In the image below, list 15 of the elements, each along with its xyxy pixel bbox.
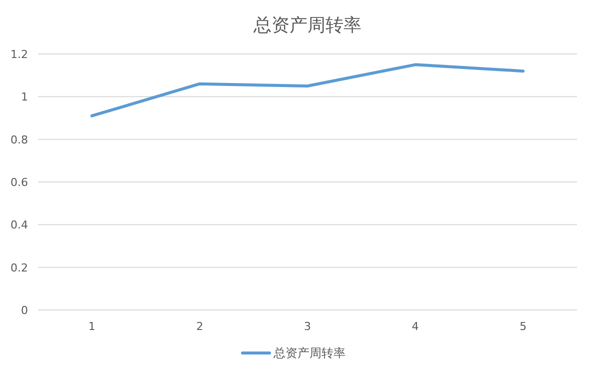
x-tick-label: 3	[304, 320, 311, 333]
x-tick-label: 5	[520, 320, 527, 333]
y-tick-label: 0.4	[10, 218, 28, 232]
y-tick-label: 1	[21, 90, 28, 104]
x-tick-label: 2	[196, 320, 204, 333]
y-tick-label: 1.2	[10, 48, 28, 61]
x-tick-label: 4	[412, 320, 419, 333]
y-tick-label: 0.2	[10, 261, 28, 274]
y-tick-label: 0.6	[10, 176, 28, 189]
x-tick-label: 1	[88, 320, 96, 333]
y-tick-label: 0.8	[10, 133, 28, 146]
legend-label: 总资产周转率	[272, 346, 346, 360]
chart-title: 总资产周转率	[252, 15, 362, 36]
line-series	[90, 63, 525, 118]
y-tick-label: 0	[21, 304, 28, 317]
